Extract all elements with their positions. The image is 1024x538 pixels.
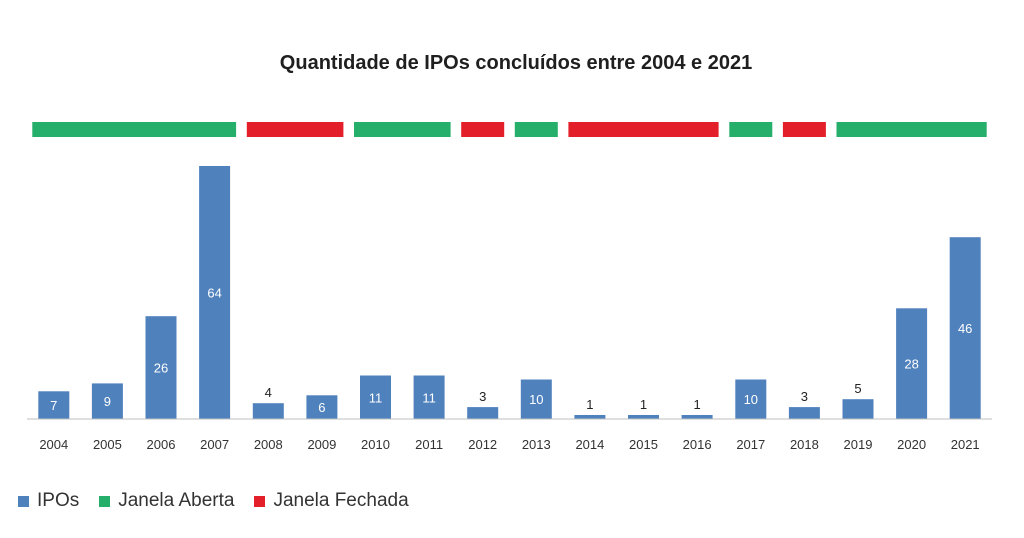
chart-title: Quantidade de IPOs concluídos entre 2004… [280,52,752,74]
legend: IPOs Janela Aberta Janela Fechada [18,490,409,512]
x-tick-label-2014: 2014 [575,437,604,452]
window-band-2017-2017 [729,122,773,137]
x-tick-label-2015: 2015 [629,437,658,452]
x-tick-label-2011: 2011 [415,437,443,452]
data-label-2011: 11 [422,390,436,405]
legend-label-ipos: IPOs [37,490,80,511]
x-tick-label-2009: 2009 [307,437,336,452]
data-label-2021: 46 [958,321,972,336]
bar-2009 [306,395,338,419]
data-label-2017: 10 [744,392,758,407]
legend-swatch-janela-aberta [99,495,111,507]
data-label-2020: 28 [904,357,918,372]
window-bands [32,122,987,137]
legend-label-janela-aberta: Janela Aberta [118,490,235,511]
bar-2010 [360,375,391,419]
bar-2007 [199,166,231,419]
data-label-2008: 4 [265,385,272,400]
legend-swatch-janela-fechada [254,495,266,507]
x-tick-label-2008: 2008 [254,437,283,452]
window-band-2012-2012 [461,122,505,137]
bars [38,166,981,419]
data-label-2015: 1 [640,397,647,412]
data-label-2018: 3 [801,389,808,404]
data-label-2006: 26 [154,361,168,376]
x-tick-label-2007: 2007 [200,437,229,452]
data-label-2016: 1 [693,397,700,412]
bar-2021 [949,237,981,419]
x-tick-labels: 2004 2005 2006 2007 2008 2009 2010 2011 2012 2013… [39,437,979,452]
x-tick-label-2013: 2013 [522,437,551,452]
x-tick-label-2021: 2021 [951,437,980,452]
bar-2013 [520,379,552,419]
bar-2016 [681,415,713,419]
bar-2008 [252,403,284,419]
data-label-2009: 6 [318,400,325,415]
data-label-2007: 64 [207,286,221,301]
window-band-2014-2016 [568,122,719,137]
legend-item-ipos: IPOs [18,490,79,512]
bar-2004 [38,391,70,419]
x-tick-label-2017: 2017 [736,437,765,452]
x-tick-label-2006: 2006 [147,437,176,452]
x-tick-label-2018: 2018 [790,437,819,452]
bar-2006 [145,316,177,419]
legend-swatch-ipos [18,495,29,507]
window-band-2010-2011 [354,122,451,137]
x-tick-label-2010: 2010 [361,437,390,452]
window-band-2013-2013 [514,122,558,137]
x-tick-label-2020: 2020 [897,437,926,452]
window-band-2008-2009 [246,122,344,137]
window-band-2019-2021 [836,122,987,137]
x-tick-label-2019: 2019 [844,437,873,452]
x-tick-label-2016: 2016 [683,437,712,452]
window-band-2004-2007 [32,122,237,137]
bar-2020 [896,308,928,419]
legend-item-janela-fechada: Janela Fechada [254,490,409,512]
bar-2017 [735,379,767,419]
bar-2019 [842,399,874,419]
data-label-2010: 11 [369,390,383,405]
data-label-2013: 10 [529,392,543,407]
legend-label-janela-fechada: Janela Fechada [273,490,409,511]
legend-item-janela-aberta: Janela Aberta [99,490,234,512]
bar-2018 [788,407,820,419]
bar-2014 [574,415,606,419]
window-band-2018-2018 [782,122,826,137]
data-label-2014: 1 [586,397,593,412]
x-tick-label-2005: 2005 [93,437,122,452]
x-tick-label-2012: 2012 [468,437,497,452]
bar-2005 [91,383,123,419]
bar-2012 [467,407,499,419]
x-tick-label-2004: 2004 [39,437,68,452]
data-label-2004: 7 [50,398,57,413]
data-label-2019: 5 [854,381,861,396]
data-label-2005: 9 [104,394,111,409]
data-label-2012: 3 [479,389,486,404]
bar-2015 [628,415,659,419]
bar-2011 [413,375,445,419]
